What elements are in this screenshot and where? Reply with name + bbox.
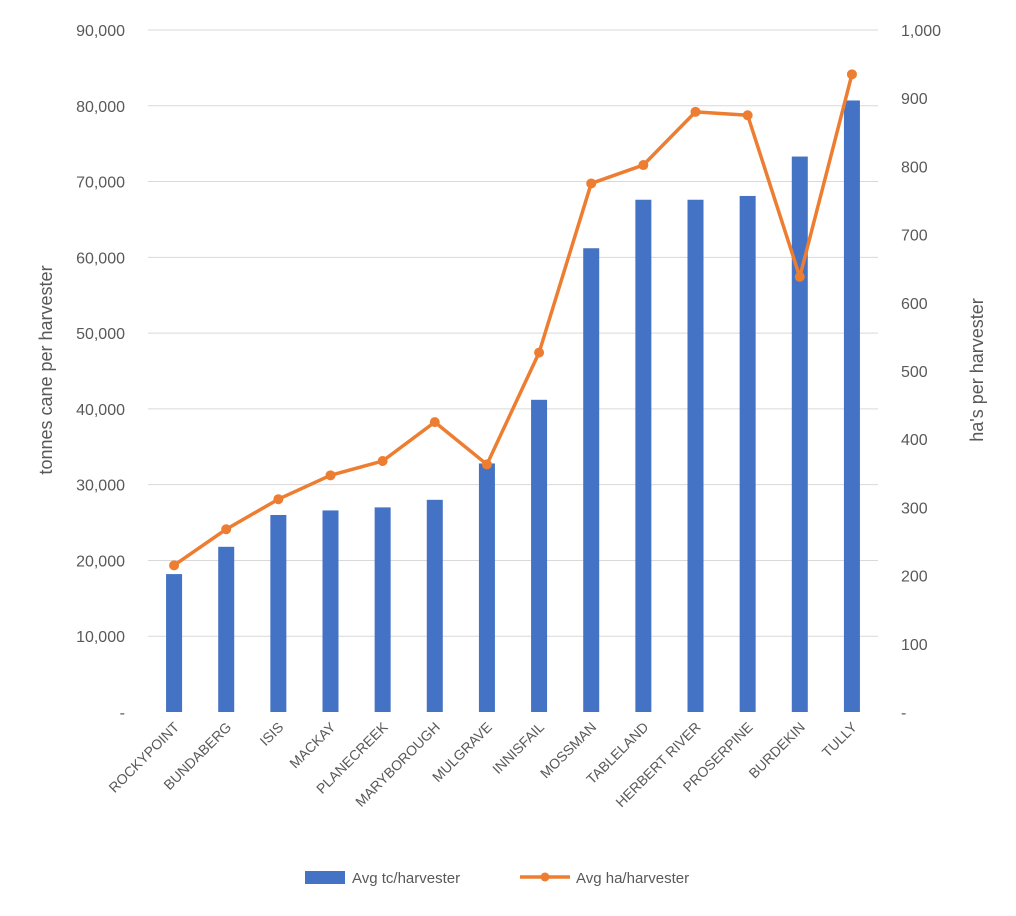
right-tick-label: 100 (901, 637, 928, 654)
line-point (846, 69, 857, 80)
bar (322, 510, 339, 712)
left-axis-title: tonnes cane per harvester (36, 265, 56, 474)
bar (218, 546, 235, 712)
line-point (794, 271, 805, 282)
line-point (325, 470, 336, 481)
right-axis: - 100 200 300 400 500 600 700 800 900 1,000 (901, 23, 941, 722)
category-label: TULLY (819, 718, 861, 760)
line-point (221, 524, 232, 535)
right-tick-label: 800 (901, 159, 928, 176)
left-tick-label: 40,000 (76, 402, 125, 419)
right-tick-label: 400 (901, 432, 928, 449)
right-tick-label: - (901, 705, 906, 722)
bar (687, 199, 704, 713)
bar (635, 199, 652, 713)
bar (531, 399, 548, 712)
bar (426, 499, 443, 712)
category-label: ISIS (256, 719, 286, 749)
left-axis: - 10,000 20,000 30,000 40,000 50,000 60,000 70,… (76, 23, 125, 722)
right-tick-label: 500 (901, 364, 928, 381)
left-tick-label: 70,000 (76, 175, 125, 192)
line-point (169, 560, 180, 571)
category-label: MACKAY (286, 718, 339, 771)
right-tick-label: 1,000 (901, 23, 941, 40)
bar (166, 574, 183, 712)
line-point (273, 494, 284, 505)
line-point (481, 459, 492, 470)
gridlines (148, 29, 878, 637)
left-tick-label: 60,000 (76, 250, 125, 267)
line-point (586, 178, 597, 189)
left-tick-label: 50,000 (76, 326, 125, 343)
left-tick-label: 10,000 (76, 629, 125, 646)
line-point (690, 106, 701, 117)
bar (478, 463, 495, 712)
line-point (429, 417, 440, 428)
right-tick-label: 600 (901, 296, 928, 313)
left-tick-label: 30,000 (76, 478, 125, 495)
line-point (534, 347, 545, 358)
bar (843, 100, 860, 713)
line-point (638, 160, 649, 171)
left-tick-label: - (120, 705, 125, 722)
line-point (377, 456, 388, 467)
bar (270, 514, 287, 712)
right-axis-title: ha's per harvester (967, 298, 987, 442)
line-point (742, 110, 753, 121)
left-tick-label: 80,000 (76, 99, 125, 116)
legend: Avg tc/harvester Avg ha/harvester (305, 870, 689, 887)
bar-series (166, 100, 860, 713)
legend-bar-label: Avg tc/harvester (352, 870, 460, 887)
right-tick-label: 900 (901, 91, 928, 108)
legend-bar-swatch (305, 871, 345, 884)
series-line (173, 73, 854, 567)
bar (791, 156, 808, 712)
right-tick-label: 300 (901, 500, 928, 517)
right-tick-label: 700 (901, 228, 928, 245)
left-tick-label: 90,000 (76, 23, 125, 40)
bar (739, 195, 756, 712)
bar (583, 248, 600, 713)
legend-line-label: Avg ha/harvester (576, 870, 689, 887)
left-tick-label: 20,000 (76, 553, 125, 570)
bar (374, 507, 391, 712)
line-series (169, 69, 857, 571)
legend-line-marker (540, 872, 550, 882)
right-tick-label: 200 (901, 569, 928, 586)
category-label: BURDEKIN (745, 719, 807, 781)
